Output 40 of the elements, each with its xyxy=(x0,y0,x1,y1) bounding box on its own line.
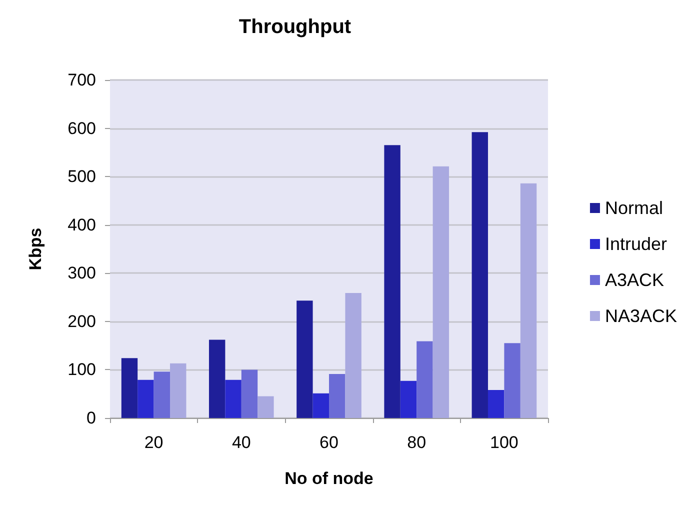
bar xyxy=(296,300,313,418)
bar xyxy=(488,390,504,418)
y-tick-label: 400 xyxy=(68,215,96,234)
bar xyxy=(121,358,138,418)
x-tick-label: 100 xyxy=(490,433,518,452)
y-axis-title: Kbps xyxy=(26,228,45,270)
x-tick-label: 60 xyxy=(320,433,338,452)
bar xyxy=(258,396,274,418)
bar xyxy=(400,380,417,418)
bar xyxy=(154,372,170,418)
bar xyxy=(170,363,186,418)
x-tick-label: 20 xyxy=(144,433,164,452)
legend-label: A3ACK xyxy=(604,270,664,290)
bar xyxy=(384,145,400,418)
bar xyxy=(432,166,450,418)
bar xyxy=(225,380,242,418)
y-tick-label: 700 xyxy=(68,70,96,90)
y-tick-label: 200 xyxy=(68,312,96,331)
legend-label: Intruder xyxy=(604,234,668,254)
x-tick-label: 80 xyxy=(407,433,426,452)
x-tick-label: 40 xyxy=(232,433,251,452)
chart-title: Throughput xyxy=(238,16,352,38)
y-tick-label: 600 xyxy=(68,118,96,138)
y-tick-label: 300 xyxy=(68,264,96,283)
y-tick-label: 0 xyxy=(86,408,96,428)
bar xyxy=(329,374,346,418)
y-tick-label: 100 xyxy=(68,360,96,380)
bar xyxy=(138,380,154,418)
legend-label: NA3ACK xyxy=(604,306,678,326)
bar xyxy=(472,132,488,418)
bar xyxy=(416,341,433,418)
legend-label: Normal xyxy=(604,198,663,218)
y-tick-label: 500 xyxy=(68,167,96,186)
bar xyxy=(241,370,258,418)
bar xyxy=(520,183,537,418)
bar xyxy=(208,340,226,418)
bar xyxy=(504,343,520,418)
bar xyxy=(345,292,362,418)
x-axis-title: No of node xyxy=(284,469,374,488)
bar xyxy=(312,393,329,418)
